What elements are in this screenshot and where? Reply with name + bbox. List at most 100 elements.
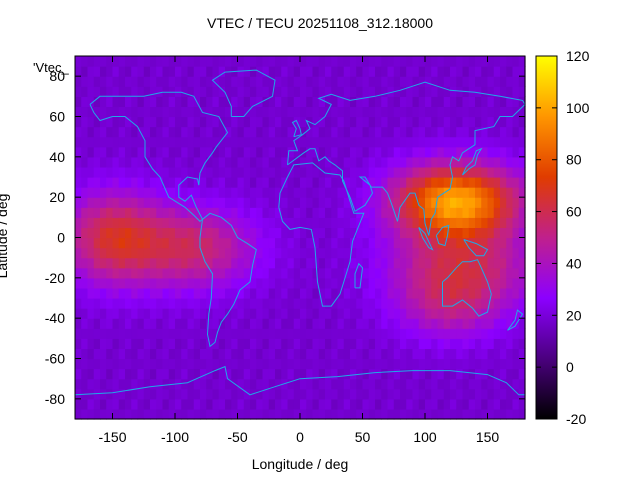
heatmap-cell	[75, 398, 82, 410]
heatmap-cell	[362, 227, 370, 239]
heatmap-cell	[487, 106, 495, 118]
heatmap-cell	[375, 96, 382, 108]
heatmap-cell	[512, 408, 520, 420]
heatmap-cell	[462, 247, 470, 259]
heatmap-cell	[306, 257, 314, 269]
heatmap-cell	[87, 56, 95, 67]
heatmap-cell	[362, 126, 370, 138]
heatmap-cell	[468, 257, 476, 269]
heatmap-cell	[468, 308, 476, 319]
heatmap-cell	[318, 328, 326, 339]
heatmap-cell	[225, 257, 232, 269]
heatmap-cell	[300, 56, 307, 67]
heatmap-cell	[275, 277, 282, 289]
heatmap-cell	[93, 96, 101, 108]
heatmap-cell	[256, 408, 264, 420]
heatmap-cell	[293, 146, 301, 158]
coastline-madagascar	[354, 262, 364, 289]
heatmap-cell	[218, 227, 226, 239]
heatmap-cell	[337, 56, 345, 67]
heatmap-cell	[337, 388, 345, 400]
heatmap-cell	[393, 368, 401, 380]
heatmap-cell	[362, 338, 370, 350]
heatmap-cell	[437, 136, 445, 148]
heatmap-cell	[100, 207, 107, 218]
heatmap-cell	[256, 126, 264, 138]
heatmap-cell	[218, 277, 226, 289]
heatmap-cell	[506, 267, 514, 279]
heatmap-cell	[243, 318, 251, 329]
heatmap-cell	[500, 398, 507, 410]
coastline-japan	[462, 147, 483, 176]
heatmap-cell	[368, 106, 376, 118]
heatmap-cell	[387, 358, 395, 370]
heatmap-cell	[400, 257, 407, 269]
heatmap-cell	[143, 126, 151, 138]
heatmap-cell	[475, 76, 482, 87]
heatmap-cell	[87, 277, 95, 289]
heatmap-cell	[475, 116, 482, 128]
heatmap-cell	[193, 298, 201, 309]
heatmap-cell	[268, 328, 276, 339]
heatmap-cell	[431, 187, 439, 198]
heatmap-cell	[118, 66, 126, 77]
heatmap-cell	[362, 257, 370, 269]
heatmap-cell	[231, 207, 239, 218]
heatmap-cell	[450, 368, 457, 380]
heatmap-cell	[200, 267, 207, 279]
heatmap-cell	[262, 76, 270, 87]
heatmap-cell	[131, 156, 139, 168]
heatmap-cell	[112, 318, 120, 329]
heatmap-cell	[343, 207, 351, 218]
heatmap-cell	[400, 136, 407, 148]
heatmap-cell	[450, 298, 457, 309]
heatmap-cell	[168, 106, 176, 118]
heatmap-cell	[368, 166, 376, 178]
heatmap-cell	[137, 227, 145, 239]
heatmap-cell	[206, 66, 214, 77]
heatmap-cell	[218, 257, 226, 269]
heatmap-cell	[212, 338, 220, 350]
heatmap-cell	[375, 106, 382, 118]
heatmap-cell	[450, 237, 457, 249]
heatmap-cell	[450, 408, 457, 420]
heatmap-cell	[87, 166, 95, 178]
heatmap-cell	[400, 308, 407, 319]
heatmap-cell	[106, 368, 114, 380]
heatmap-cell	[87, 368, 95, 380]
heatmap-cell	[100, 187, 107, 198]
heatmap-cell	[212, 308, 220, 319]
heatmap-cell	[100, 136, 107, 148]
heatmap-cell	[287, 197, 295, 208]
heatmap-cell	[312, 318, 320, 329]
heatmap-cell	[493, 217, 501, 229]
heatmap-cell	[456, 116, 464, 128]
heatmap-cell	[81, 348, 89, 360]
heatmap-cell	[500, 156, 507, 168]
heatmap-cell	[356, 126, 364, 138]
heatmap-cell	[225, 348, 232, 360]
heatmap-cell	[418, 227, 426, 239]
heatmap-cell	[143, 106, 151, 118]
heatmap-cell	[493, 146, 501, 158]
heatmap-cell	[137, 388, 145, 400]
heatmap-cell	[350, 408, 357, 420]
heatmap-cell	[137, 338, 145, 350]
heatmap-cell	[143, 408, 151, 420]
heatmap-cell	[343, 388, 351, 400]
heatmap-cell	[275, 338, 282, 350]
heatmap-cell	[112, 146, 120, 158]
heatmap-cell	[368, 146, 376, 158]
heatmap-cell	[100, 146, 107, 158]
heatmap-cell	[343, 156, 351, 168]
heatmap-cell	[406, 136, 414, 148]
heatmap-cell	[400, 388, 407, 400]
y-tick-label: -60	[45, 351, 65, 367]
heatmap-cell	[331, 287, 339, 299]
heatmap-cell	[143, 86, 151, 97]
heatmap-cell	[231, 197, 239, 208]
heatmap-cell	[418, 277, 426, 289]
heatmap-cell	[256, 338, 264, 350]
heatmap-cell	[512, 378, 520, 390]
heatmap-cell	[175, 257, 182, 269]
